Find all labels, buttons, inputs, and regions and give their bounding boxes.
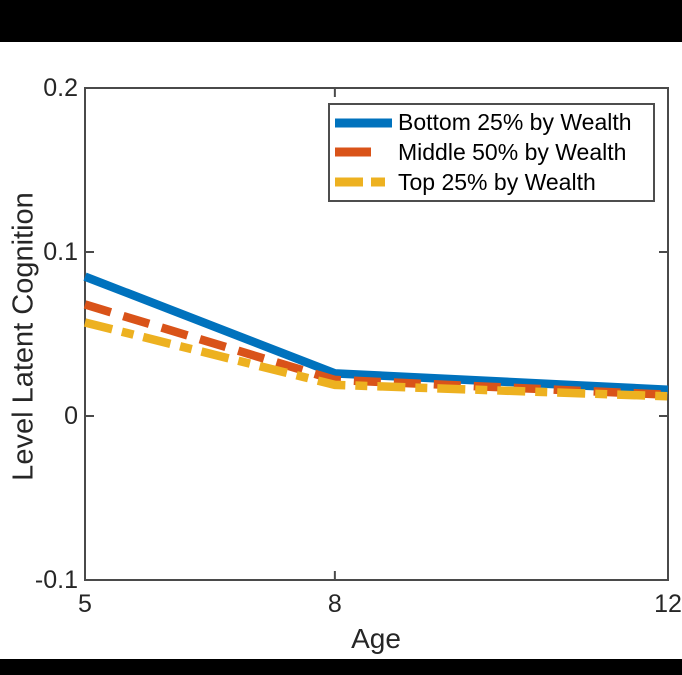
legend: Bottom 25% by Wealth Middle 50% by Wealth…: [328, 103, 655, 202]
y-axis-title: Level Latent Cognition: [7, 192, 40, 481]
legend-line-sample: [335, 177, 392, 187]
series-line-middle-50-by-wealth: [83, 300, 669, 399]
series-line-bottom-25-by-wealth: [83, 272, 669, 395]
top-letterbox-bar: [0, 0, 682, 42]
y-tick-label: 0.1: [43, 238, 78, 266]
legend-line-sample: [335, 147, 392, 157]
x-tick-label: 8: [327, 590, 342, 618]
x-tick-label: 5: [78, 590, 92, 618]
legend-line-sample: [335, 118, 392, 128]
legend-entry-bottom-25-by-wealth: Bottom 25% by Wealth: [335, 109, 653, 137]
x-tick-label: 12: [654, 590, 682, 618]
axes-box: [84, 87, 669, 581]
legend-entry-label: Top 25% by Wealth: [398, 168, 596, 195]
legend-entry-top-25-by-wealth: Top 25% by Wealth: [335, 168, 653, 196]
x-axis-title: Age: [351, 623, 401, 654]
y-tick-label: 0: [64, 402, 78, 430]
legend-entry-label: Bottom 25% by Wealth: [398, 109, 632, 136]
legend-entry-middle-50-by-wealth: Middle 50% by Wealth: [335, 138, 653, 166]
series-line-top-25-by-wealth: [83, 318, 669, 401]
y-tick-label: -0.1: [34, 566, 78, 594]
y-tick-label: 0.2: [43, 74, 78, 102]
bottom-letterbox-bar: [0, 659, 682, 675]
legend-entry-label: Middle 50% by Wealth: [398, 138, 627, 165]
